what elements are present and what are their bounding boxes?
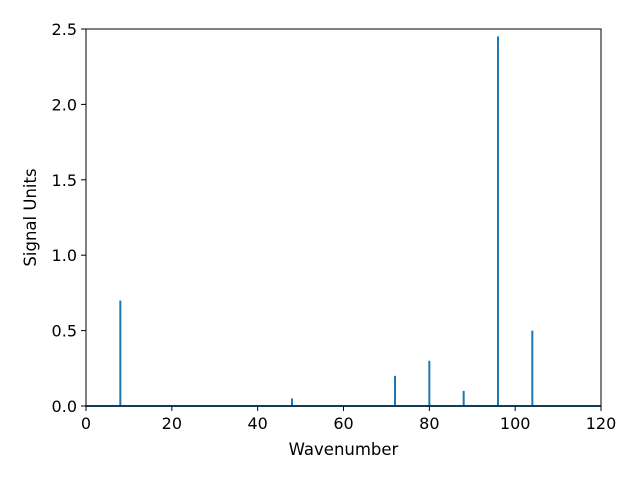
x-tick-label: 0	[81, 414, 91, 433]
y-tick-label: 1.5	[52, 171, 77, 190]
x-axis-ticks: 0 20 40 60 80 100 120	[81, 406, 616, 433]
y-tick-label: 0.0	[52, 397, 77, 416]
series-0	[86, 36, 601, 407]
y-tick-label: 0.5	[52, 322, 77, 341]
y-tick-label: 2.5	[52, 20, 77, 39]
series-layer	[86, 36, 601, 407]
x-tick-label: 60	[333, 414, 353, 433]
plot-frame	[85, 28, 602, 407]
y-axis-label: Signal Units	[21, 168, 40, 266]
x-tick-label: 80	[419, 414, 439, 433]
y-axis-ticks: 0.0 0.5 1.0 1.5 2.0 2.5	[52, 20, 86, 416]
x-tick-label: 120	[586, 414, 617, 433]
x-axis-label: Wavenumber	[289, 440, 399, 459]
x-tick-label: 20	[162, 414, 182, 433]
x-tick-label: 100	[500, 414, 531, 433]
x-tick-label: 40	[247, 414, 267, 433]
y-tick-label: 1.0	[52, 246, 77, 265]
y-tick-label: 2.0	[52, 95, 77, 114]
